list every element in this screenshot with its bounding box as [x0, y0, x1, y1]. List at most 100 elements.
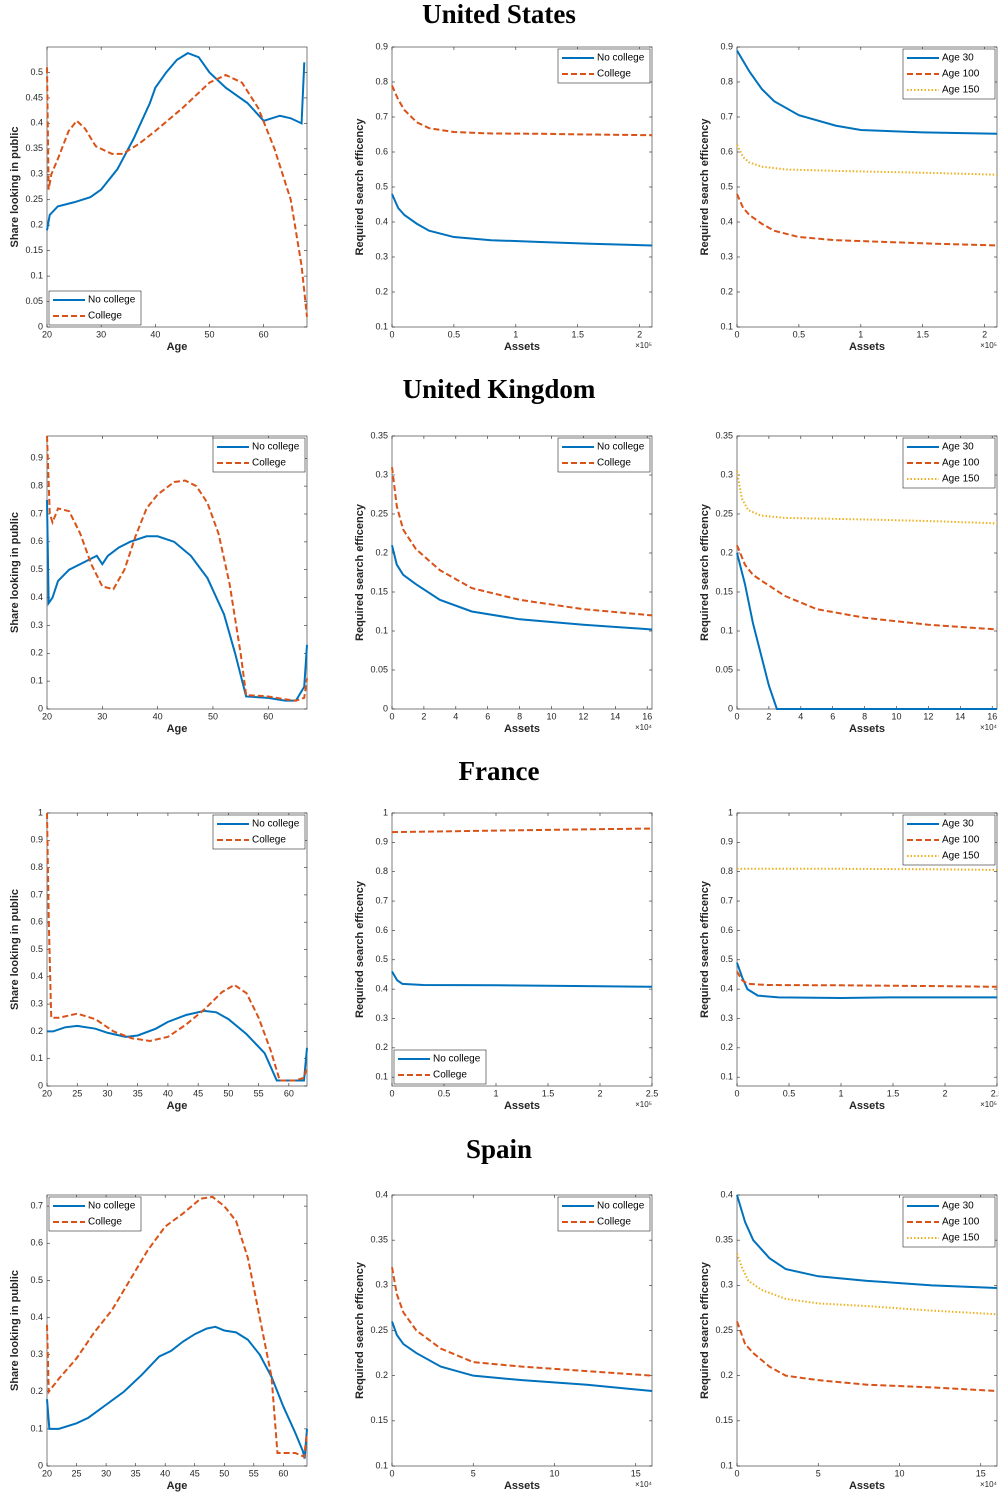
y-axis-label: Required search efficency: [354, 503, 366, 641]
y-tick-label: 0: [728, 703, 733, 713]
x-multiplier: ×10⁴: [980, 1480, 998, 1489]
y-axis-label: Required search efficency: [699, 880, 711, 1018]
y-tick-label: 0.9: [375, 837, 388, 847]
legend-label: No college: [433, 1054, 481, 1065]
x-tick-label: 5: [471, 1468, 476, 1478]
x-multiplier: ×10⁵: [980, 341, 997, 350]
line-series: [391, 1321, 653, 1393]
subplot: 0.1 0.2 0.3 0.4 0.5 0.6 0.7 0.8 0.9 0 0.5 1 1.5 2 Asse…: [699, 41, 998, 353]
y-tick-label: 0.1: [375, 1072, 388, 1082]
x-tick-label: 2: [637, 329, 642, 339]
x-tick-label: 14: [955, 711, 965, 721]
x-tick-label: 1: [493, 1088, 498, 1098]
x-tick-label: 15: [631, 1468, 641, 1478]
y-tick-label: 0.5: [375, 954, 388, 964]
y-tick-label: 0.4: [30, 118, 43, 128]
x-tick-label: 50: [208, 711, 218, 721]
y-tick-label: 0.05: [370, 664, 388, 674]
y-tick-label: 0.8: [720, 866, 733, 876]
y-tick-label: 0.2: [30, 220, 43, 230]
x-tick-label: 0: [734, 1468, 739, 1478]
x-tick-label: 16: [987, 711, 997, 721]
line-series: [736, 470, 998, 525]
y-tick-label: 0.3: [30, 169, 43, 179]
y-tick-label: 0.2: [30, 648, 43, 658]
legend-label: College: [597, 69, 631, 80]
subplot: 0 0.1 0.2 0.3 0.4 0.5 0.6 0.7 20 25 30 35 40 45 50 55 60…: [9, 1194, 308, 1492]
x-tick-label: 1.5: [542, 1088, 555, 1098]
x-tick-label: 10: [892, 711, 902, 721]
legend-box: [557, 48, 651, 84]
y-tick-label: 0.5: [30, 564, 43, 574]
line-series: [736, 144, 998, 176]
y-tick-label: 0.5: [30, 67, 43, 77]
legend-label: College: [88, 1217, 122, 1228]
y-tick-label: 0.5: [375, 181, 388, 191]
x-tick-label: 10: [549, 1468, 559, 1478]
x-tick-label: 6: [830, 711, 835, 721]
y-tick-label: 0.4: [375, 1189, 388, 1199]
y-tick-label: 0.7: [720, 111, 733, 121]
legend-label: Age 100: [942, 69, 980, 80]
x-axis-label: Assets: [504, 1100, 540, 1112]
x-tick-label: 55: [249, 1468, 259, 1478]
x-tick-label: 0: [734, 329, 739, 339]
y-axis-label: Required search efficency: [354, 880, 366, 1018]
y-tick-label: 0.3: [375, 251, 388, 261]
y-tick-label: 0.7: [30, 508, 43, 518]
line-series: [46, 435, 308, 702]
y-tick-label: 0.3: [375, 469, 388, 479]
y-tick-label: 0.4: [720, 984, 733, 994]
x-tick-label: 25: [72, 1468, 82, 1478]
x-tick-label: 45: [190, 1468, 200, 1478]
plot-area: [46, 1194, 308, 1467]
x-multiplier: ×10⁵: [980, 1100, 997, 1109]
x-tick-label: 20: [42, 711, 52, 721]
x-tick-label: 0: [389, 711, 394, 721]
line-series: [46, 67, 308, 317]
x-tick-label: 5: [816, 1468, 821, 1478]
y-tick-label: 0.1: [30, 676, 43, 686]
line-series: [46, 1325, 308, 1459]
y-tick-label: 0.6: [30, 917, 43, 927]
subplot: 0.1 0.2 0.3 0.4 0.5 0.6 0.7 0.8 0.9 0 0.5 1 1.5 2 Asse…: [354, 41, 653, 353]
y-axis-label: Required search efficency: [699, 503, 711, 641]
y-tick-label: 0.5: [720, 954, 733, 964]
y-tick-label: 0.25: [715, 1325, 733, 1335]
y-tick-label: 0.1: [375, 1460, 388, 1470]
subplot: 0.1 0.15 0.2 0.25 0.3 0.35 0.4 0 5 10 15 Assets Requ…: [699, 1189, 998, 1492]
y-axis-label: Share looking in public: [9, 126, 21, 247]
x-axis-label: Assets: [849, 1480, 885, 1492]
x-tick-label: 16: [642, 711, 652, 721]
y-axis-label: Share looking in public: [9, 1270, 21, 1391]
y-tick-label: 0.8: [30, 862, 43, 872]
y-tick-label: 0.2: [30, 1026, 43, 1036]
y-tick-label: 1: [383, 807, 388, 817]
subplot: 0 0.05 0.1 0.15 0.2 0.25 0.3 0.35 0.4 0.45 0.5 20 30…: [9, 46, 308, 353]
x-tick-label: 0: [389, 1468, 394, 1478]
y-tick-label: 0.1: [375, 321, 388, 331]
line-series: [391, 971, 653, 988]
y-tick-label: 0.4: [375, 216, 388, 226]
legend-label: Age 100: [942, 835, 980, 846]
y-tick-label: 0.5: [30, 944, 43, 954]
line-series: [391, 1267, 653, 1377]
y-tick-label: 0.4: [720, 216, 733, 226]
plot-area: [46, 46, 308, 328]
y-tick-label: 0.2: [30, 1386, 43, 1396]
legend-label: College: [252, 458, 286, 469]
y-tick-label: 0.1: [720, 1460, 733, 1470]
y-tick-label: 0.3: [30, 620, 43, 630]
y-axis-label: Share looking in public: [9, 889, 21, 1010]
y-tick-label: 0.8: [375, 76, 388, 86]
y-tick-label: 0.3: [720, 251, 733, 261]
x-tick-label: 1: [838, 1088, 843, 1098]
x-tick-label: 20: [42, 1088, 52, 1098]
x-axis-label: Assets: [504, 723, 540, 735]
y-tick-label: 0.1: [30, 1053, 43, 1063]
y-tick-label: 0.2: [720, 286, 733, 296]
x-axis-label: Assets: [849, 1100, 885, 1112]
x-tick-label: 1.5: [887, 1088, 900, 1098]
x-tick-label: 35: [133, 1088, 143, 1098]
y-tick-label: 0.35: [715, 1235, 733, 1245]
